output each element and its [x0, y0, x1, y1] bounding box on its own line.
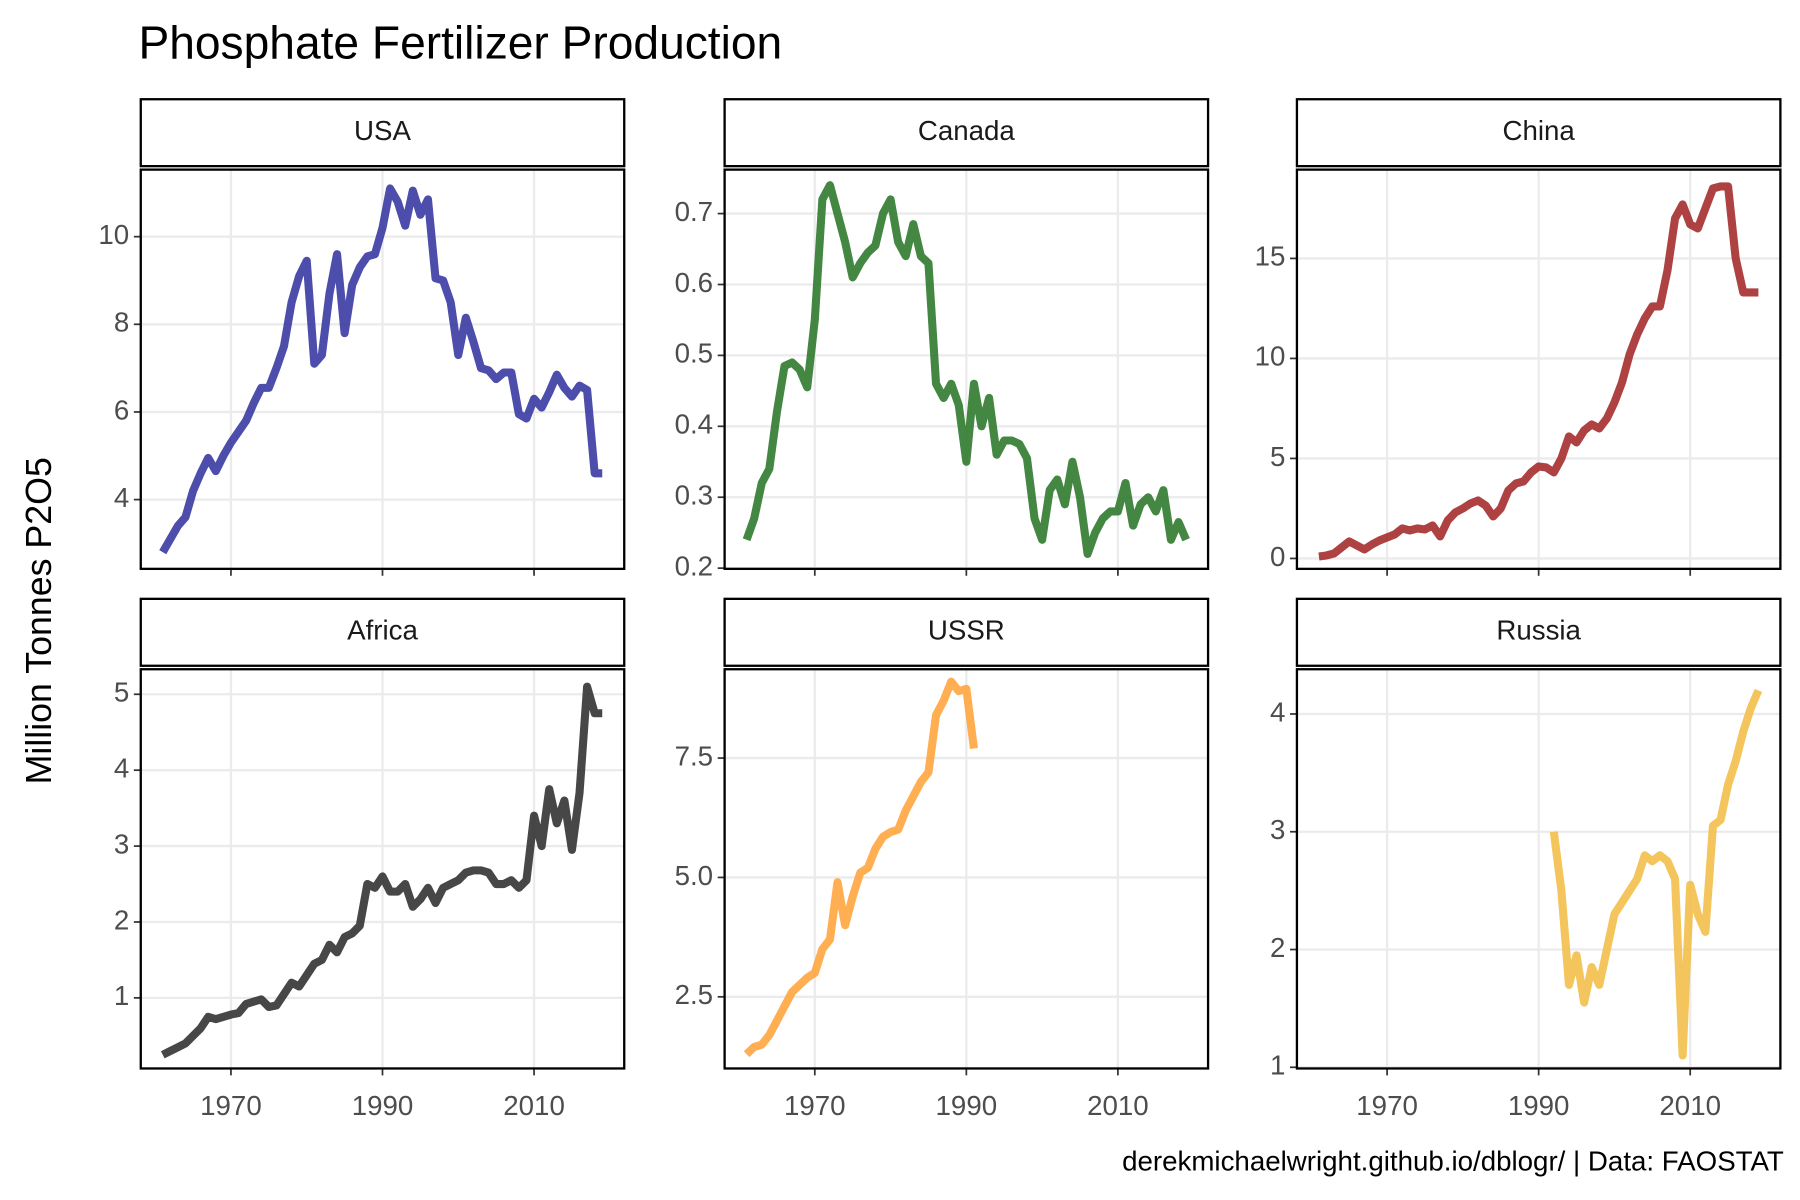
facet-strip — [723, 98, 1210, 168]
facet-label: China — [1502, 115, 1575, 146]
y-tick-label: 2 — [114, 904, 129, 935]
y-tick-label: 4 — [114, 482, 129, 513]
data-line — [1318, 182, 1759, 561]
data-line — [160, 682, 603, 1059]
caption: derekmichaelwright.github.io/dblogr/ | D… — [1122, 1145, 1784, 1176]
facet-strip — [1295, 98, 1782, 168]
facet-label: USA — [354, 115, 411, 146]
chart-title: Phosphate Fertilizer Production — [138, 16, 782, 68]
facet-label: Russia — [1496, 615, 1581, 646]
y-axis-label: Million Tonnes P2O5 — [19, 457, 59, 784]
facet-strip — [139, 597, 626, 667]
data-line — [159, 184, 603, 555]
y-tick-label: 6 — [114, 394, 129, 425]
facet-label: USSR — [928, 615, 1005, 646]
x-tick-label: 1990 — [1508, 1090, 1570, 1121]
x-tick-label: 1970 — [200, 1090, 262, 1121]
y-tick-label: 3 — [114, 828, 129, 859]
data-line — [743, 677, 978, 1058]
x-tick-label: 2010 — [1659, 1090, 1721, 1121]
data-line — [1549, 688, 1763, 1060]
x-tick-label: 1970 — [784, 1090, 846, 1121]
y-tick-label: 3 — [1270, 814, 1285, 845]
y-tick-label: 0.7 — [675, 196, 714, 227]
facet-label: Africa — [347, 615, 418, 646]
y-tick-label: 7.5 — [675, 740, 714, 771]
y-tick-label: 2 — [1270, 932, 1285, 963]
y-tick-label: 0.2 — [675, 550, 714, 581]
y-tick-label: 5 — [114, 677, 129, 708]
y-tick-label: 4 — [114, 752, 129, 783]
y-tick-label: 0.3 — [675, 480, 714, 511]
x-tick-label: 1990 — [936, 1090, 998, 1121]
panel-border — [1295, 668, 1782, 1070]
panel-border — [139, 668, 626, 1070]
y-tick-label: 10 — [98, 219, 129, 250]
y-tick-label: 2.5 — [675, 979, 714, 1010]
y-tick-label: 0 — [1270, 541, 1285, 572]
panel-border — [723, 668, 1210, 1070]
y-tick-label: 15 — [1255, 241, 1286, 272]
x-tick-label: 2010 — [1087, 1090, 1149, 1121]
panel-border — [139, 168, 626, 570]
panel-border — [723, 168, 1210, 570]
y-tick-label: 1 — [114, 980, 129, 1011]
y-tick-label: 5 — [1270, 441, 1285, 472]
x-tick-label: 1970 — [1356, 1090, 1418, 1121]
y-tick-label: 8 — [114, 307, 129, 338]
y-tick-label: 0.5 — [675, 338, 714, 369]
y-tick-label: 0.6 — [675, 267, 714, 298]
facet-strip — [723, 597, 1210, 667]
y-tick-label: 5.0 — [675, 860, 714, 891]
y-tick-label: 1 — [1270, 1050, 1285, 1081]
y-tick-label: 10 — [1255, 341, 1286, 372]
y-tick-label: 0.4 — [675, 409, 714, 440]
facet-label: Canada — [918, 115, 1016, 146]
data-line — [742, 181, 1190, 558]
facet-strip — [139, 98, 626, 168]
facet-strip — [1295, 597, 1782, 667]
y-tick-label: 4 — [1270, 696, 1285, 727]
panel-border — [1295, 168, 1782, 570]
x-tick-label: 1990 — [352, 1090, 414, 1121]
x-tick-label: 2010 — [503, 1090, 565, 1121]
